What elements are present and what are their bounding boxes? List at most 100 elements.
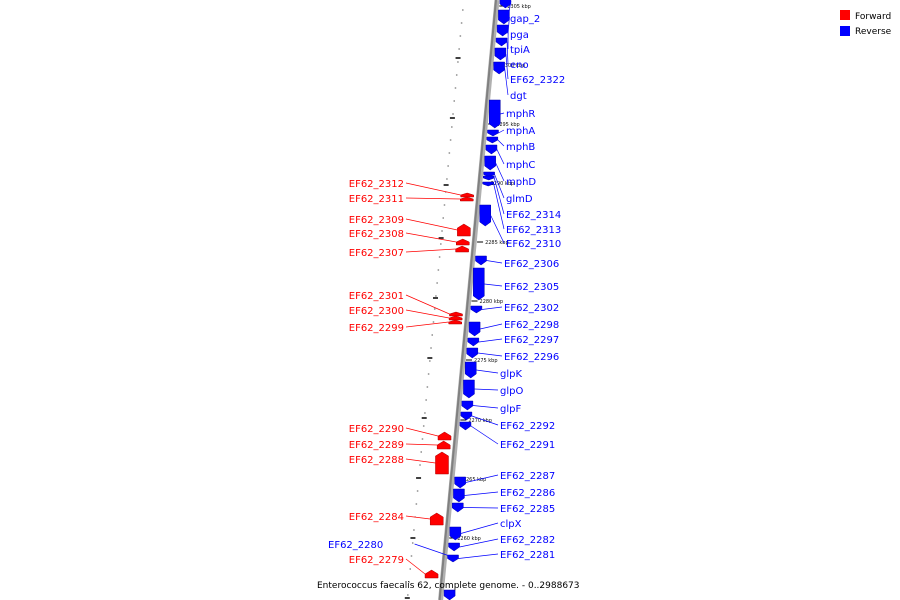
gene-label-forward[interactable]: EF62_2279 <box>349 555 404 566</box>
gene-label-reverse[interactable]: EF62_2291 <box>500 440 555 451</box>
gene-arrow-forward[interactable] <box>449 311 463 317</box>
gene-arrow-reverse[interactable] <box>496 24 509 37</box>
gene-arrow-reverse[interactable] <box>482 181 494 187</box>
gene-label-reverse[interactable]: EF62_2285 <box>500 504 555 515</box>
gene-arrow-reverse[interactable] <box>461 400 474 411</box>
label-leader <box>405 321 449 328</box>
gene-arrow-reverse[interactable] <box>452 502 464 513</box>
gene-label-reverse[interactable]: dgt <box>510 91 527 102</box>
label-leader <box>490 215 505 244</box>
gene-arrow-reverse[interactable] <box>486 136 499 144</box>
gene-arrow-reverse[interactable] <box>489 99 501 129</box>
gene-label-reverse[interactable]: EF62_2282 <box>500 535 555 546</box>
gene-label-reverse[interactable]: EF62_2302 <box>504 303 559 314</box>
gene-label-reverse[interactable]: gap_2 <box>510 14 540 25</box>
gene-label-forward[interactable]: EF62_2307 <box>349 248 404 259</box>
gene-arrow-reverse[interactable] <box>499 0 512 9</box>
gene-arrow-reverse[interactable] <box>443 589 456 600</box>
gene-arrow-forward[interactable] <box>424 569 439 579</box>
gene-label-forward[interactable]: EF62_2290 <box>349 424 404 435</box>
gene-arrow-reverse[interactable] <box>447 554 459 563</box>
label-leader <box>486 260 503 264</box>
gene-label-reverse[interactable]: EF62_2296 <box>504 352 559 363</box>
gene-label-reverse[interactable]: EF62_2322 <box>510 75 565 86</box>
gene-label-reverse[interactable]: mphD <box>506 177 536 188</box>
gene-label-forward[interactable]: EF62_2299 <box>349 323 404 334</box>
gene-arrow-forward[interactable] <box>436 440 451 450</box>
gene-arrow-forward[interactable] <box>456 238 470 246</box>
gene-label-reverse[interactable]: EF62_2305 <box>504 282 559 293</box>
gene-label-forward[interactable]: EF62_2312 <box>349 179 404 190</box>
gene-label-forward[interactable]: EF62_2309 <box>349 215 404 226</box>
gene-label-reverse[interactable]: pga <box>510 30 529 41</box>
gene-label-reverse[interactable]: EF62_2292 <box>500 421 555 432</box>
label-leader <box>471 415 499 426</box>
gene-arrow-forward[interactable] <box>429 512 444 526</box>
gene-label-reverse[interactable]: mphB <box>506 142 535 153</box>
gene-label-forward[interactable]: EF62_2284 <box>349 512 404 523</box>
gene-arrow-reverse[interactable] <box>484 155 496 171</box>
gene-label-reverse[interactable]: EF62_2310 <box>506 239 561 250</box>
gene-label-reverse[interactable]: glpF <box>500 404 521 415</box>
gene-label-reverse[interactable]: EF62_2280 <box>328 540 383 551</box>
gene-arrow-forward[interactable] <box>435 451 449 475</box>
gene-arrow-reverse[interactable] <box>448 542 460 552</box>
gene-arrow-reverse[interactable] <box>454 476 466 489</box>
gene-arrow-reverse[interactable] <box>449 526 462 541</box>
gene-label-reverse[interactable]: tpiA <box>510 45 530 56</box>
gene-arrow-reverse[interactable] <box>485 144 498 155</box>
gene-arrow-forward[interactable] <box>455 245 469 253</box>
gene-arrow-reverse[interactable] <box>473 267 485 301</box>
gene-label-reverse[interactable]: eno <box>510 60 529 71</box>
gene-arrow-forward[interactable] <box>437 431 452 441</box>
gene-arrow-reverse[interactable] <box>464 361 477 379</box>
gene-label-forward[interactable]: EF62_2311 <box>349 194 404 205</box>
gene-arrow-reverse[interactable] <box>468 321 481 337</box>
gene-label-reverse[interactable]: EF62_2298 <box>504 320 559 331</box>
gene-arrow-reverse[interactable] <box>479 204 491 227</box>
gene-label-forward[interactable]: EF62_2289 <box>349 440 404 451</box>
gene-label-forward[interactable]: EF62_2301 <box>349 291 404 302</box>
gene-label-reverse[interactable]: EF62_2286 <box>500 488 555 499</box>
gene-label-reverse[interactable]: EF62_2314 <box>506 210 561 221</box>
gene-label-reverse[interactable]: EF62_2287 <box>500 471 555 482</box>
label-leader <box>405 458 436 464</box>
gene-arrow-forward[interactable] <box>457 223 471 237</box>
gene-arrow-reverse[interactable] <box>498 9 510 25</box>
gene-arrow-forward[interactable] <box>448 315 463 321</box>
gene-label-reverse[interactable]: EF62_2297 <box>504 335 559 346</box>
gene-label-reverse[interactable]: EF62_2281 <box>500 550 555 561</box>
gene-arrow-reverse[interactable] <box>460 411 473 421</box>
label-leader <box>405 248 456 253</box>
gene-label-reverse[interactable]: clpX <box>500 519 522 530</box>
gene-arrow-reverse[interactable] <box>459 421 472 431</box>
gene-label-reverse[interactable]: mphA <box>506 126 535 137</box>
gene-arrow-reverse[interactable] <box>494 47 507 61</box>
gene-arrow-reverse[interactable] <box>483 175 495 181</box>
gene-arrow-forward[interactable] <box>448 319 462 325</box>
gene-arrow-reverse[interactable] <box>470 305 483 314</box>
gene-label-reverse[interactable]: glmD <box>506 194 533 205</box>
gene-arrow-reverse[interactable] <box>487 129 499 137</box>
gene-arrow-reverse[interactable] <box>467 337 480 347</box>
gene-arrow-forward[interactable] <box>460 196 474 202</box>
gene-arrow-reverse[interactable] <box>493 61 505 75</box>
gene-label-reverse[interactable]: EF62_2313 <box>506 225 561 236</box>
gene-arrow-reverse[interactable] <box>475 255 487 266</box>
gene-label-reverse[interactable]: EF62_2306 <box>504 259 559 270</box>
gene-label-forward[interactable]: EF62_2308 <box>349 229 404 240</box>
gene-label-reverse[interactable]: mphR <box>506 109 535 120</box>
gene-label-forward[interactable]: EF62_2300 <box>349 306 404 317</box>
gene-label-reverse[interactable]: glpK <box>500 369 522 380</box>
legend-label-forward: Forward <box>855 12 891 22</box>
gene-label-reverse[interactable]: mphC <box>506 160 535 171</box>
gene-arrow-reverse[interactable] <box>466 347 479 359</box>
gene-arrow-reverse[interactable] <box>453 488 465 503</box>
gene-label-forward[interactable]: EF62_2288 <box>349 455 404 466</box>
gene-arrow-reverse[interactable] <box>495 37 508 47</box>
gene-arrow-reverse[interactable] <box>463 379 475 399</box>
tick-label: 2280 kbp <box>480 299 504 305</box>
gene-arrow-forward[interactable] <box>460 192 474 198</box>
gene-label-reverse[interactable]: glpO <box>500 386 523 397</box>
label-leader <box>405 515 431 520</box>
